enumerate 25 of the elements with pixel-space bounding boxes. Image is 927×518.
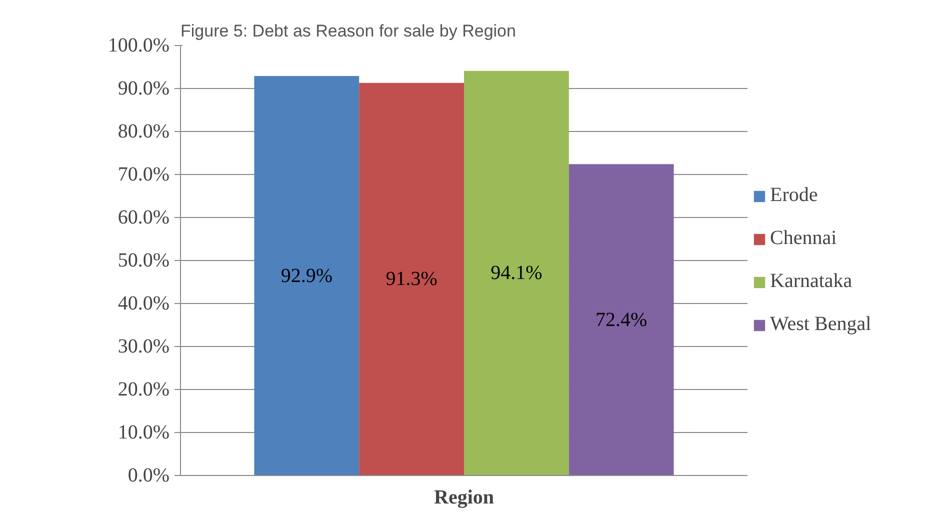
legend-label: West Bengal <box>770 313 872 336</box>
data-label: 72.4% <box>596 308 648 331</box>
y-tick-label: 60.0% <box>118 206 170 228</box>
y-tick-label: 20.0% <box>118 378 170 400</box>
bar <box>359 82 464 476</box>
bar <box>568 164 674 476</box>
y-tick-label: 30.0% <box>118 336 170 358</box>
y-tick-label: 10.0% <box>118 422 170 444</box>
y-tick-label: 90.0% <box>118 78 170 100</box>
y-tick-label: 40.0% <box>118 292 170 314</box>
y-tick-label: 50.0% <box>118 250 170 272</box>
data-label: 92.9% <box>280 264 332 287</box>
bar <box>464 70 569 476</box>
chart-title: Figure 5: Debt as Reason for sale by Region <box>180 22 516 40</box>
data-label: 94.1% <box>490 262 542 284</box>
legend-label: Erode <box>770 184 818 207</box>
legend-label: Chennai <box>770 227 837 250</box>
y-tick-label: 80.0% <box>118 120 170 142</box>
y-tick-label: 0.0% <box>128 464 170 486</box>
data-label: 91.3% <box>386 268 438 290</box>
y-tick-label: 70.0% <box>118 164 170 186</box>
legend-label: Karnataka <box>770 270 852 293</box>
y-tick-label: 100.0% <box>108 34 170 56</box>
bar <box>254 76 360 476</box>
x-tick-label: Region <box>434 486 494 508</box>
